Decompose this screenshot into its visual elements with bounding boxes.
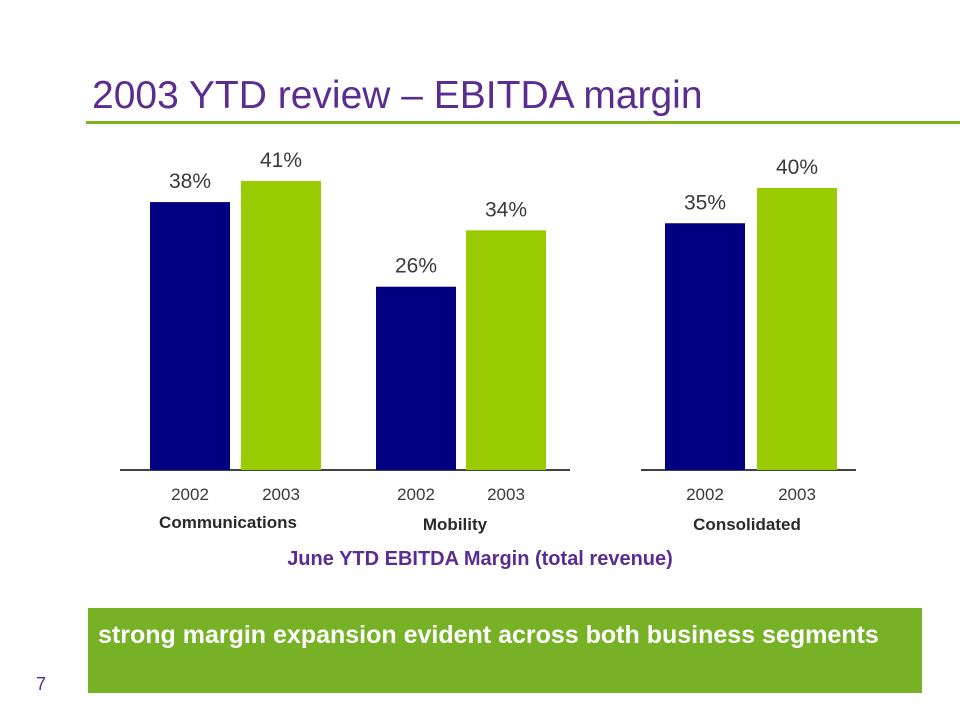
x-tick-label: 2002 xyxy=(171,485,209,504)
ebitda-margin-chart: 38% 2002 41% 2003 Communications 26% 2002 34% 20… xyxy=(120,149,856,534)
group-label: Mobility xyxy=(423,515,488,534)
bar-mobility-2002 xyxy=(376,286,456,470)
data-label: 38% xyxy=(169,170,211,193)
page-number: 7 xyxy=(36,674,47,694)
callout-box: strong margin expansion evident across b… xyxy=(88,608,922,693)
data-label: 40% xyxy=(776,156,818,179)
title-underline xyxy=(86,121,960,124)
bar-consolidated-2003 xyxy=(757,188,837,470)
data-label: 35% xyxy=(684,191,726,214)
data-label: 34% xyxy=(485,198,527,221)
x-tick-label: 2002 xyxy=(686,485,724,504)
x-tick-label: 2003 xyxy=(778,485,816,504)
x-tick-label: 2003 xyxy=(487,485,525,504)
chart-caption: June YTD EBITDA Margin (total revenue) xyxy=(287,548,673,570)
bar-communications-2002 xyxy=(150,202,230,470)
x-tick-label: 2003 xyxy=(262,485,300,504)
data-label: 41% xyxy=(260,149,302,172)
group-label: Consolidated xyxy=(693,515,801,534)
data-label: 26% xyxy=(395,255,437,278)
group-label: Communications xyxy=(159,513,297,532)
x-tick-label: 2002 xyxy=(397,485,435,504)
slide-title: 2003 YTD review – EBITDA margin xyxy=(92,74,703,117)
bar-consolidated-2002 xyxy=(665,223,745,470)
bar-communications-2003 xyxy=(241,180,321,470)
bar-mobility-2003 xyxy=(466,230,546,470)
